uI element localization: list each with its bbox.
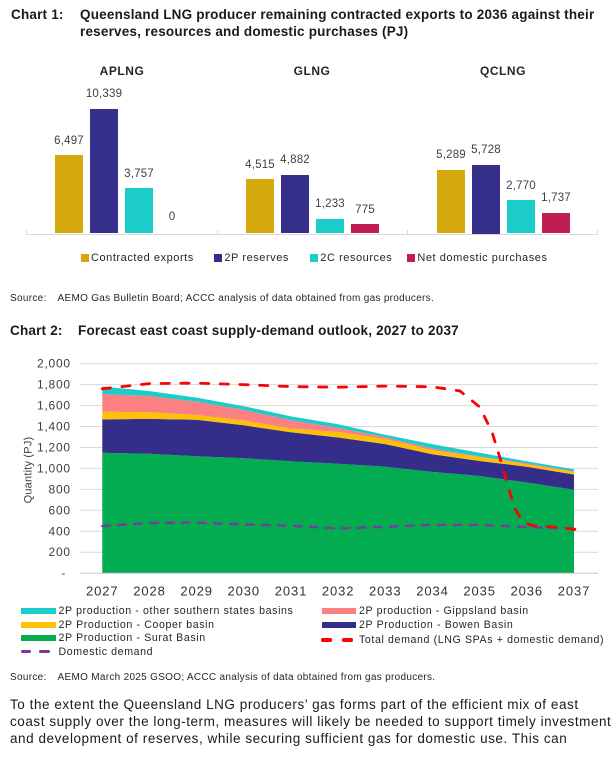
svg-text:2028: 2028	[133, 584, 166, 599]
svg-text:800: 800	[49, 482, 71, 496]
svg-text:2037: 2037	[558, 584, 591, 599]
svg-text:-: -	[61, 566, 66, 580]
svg-text:2030: 2030	[228, 584, 261, 599]
svg-text:200: 200	[49, 545, 71, 559]
svg-text:2035: 2035	[463, 584, 496, 599]
svg-text:600: 600	[49, 503, 71, 517]
svg-text:2033: 2033	[369, 584, 402, 599]
svg-text:2034: 2034	[416, 584, 449, 599]
svg-text:2032: 2032	[322, 584, 355, 599]
svg-text:1,800: 1,800	[37, 378, 71, 392]
svg-text:2027: 2027	[86, 584, 119, 599]
svg-text:1,200: 1,200	[37, 441, 71, 455]
svg-text:1,000: 1,000	[37, 461, 71, 475]
svg-text:2029: 2029	[180, 584, 213, 599]
svg-text:2036: 2036	[511, 584, 544, 599]
svg-text:Quantity (PJ): Quantity (PJ)	[23, 437, 35, 504]
svg-text:400: 400	[49, 524, 71, 538]
svg-text:2,000: 2,000	[37, 357, 71, 371]
svg-text:2031: 2031	[275, 584, 308, 599]
svg-text:1,400: 1,400	[37, 420, 71, 434]
svg-text:1,600: 1,600	[37, 399, 71, 413]
